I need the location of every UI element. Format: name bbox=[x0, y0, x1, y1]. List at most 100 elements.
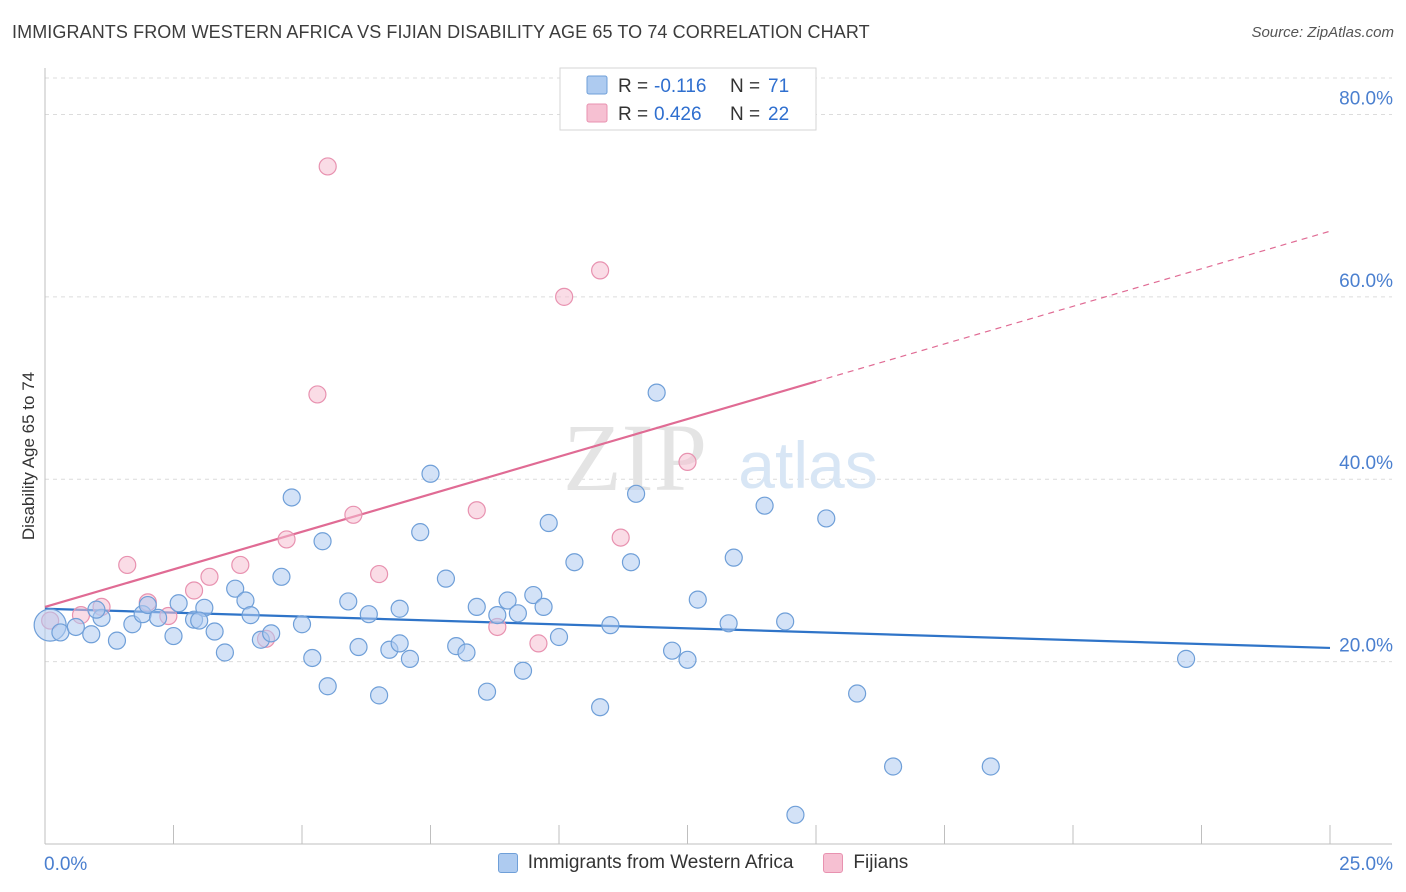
western-africa-point bbox=[390, 599, 409, 618]
western-africa-point bbox=[524, 585, 543, 605]
fijians-point bbox=[467, 501, 486, 520]
western-africa-point bbox=[678, 650, 697, 669]
western-africa-point bbox=[313, 532, 332, 551]
y-tick-label: 40.0% bbox=[1339, 453, 1393, 474]
x-tick-label-max: 25.0% bbox=[1339, 854, 1393, 875]
grid-lines bbox=[45, 77, 1392, 663]
watermark: ZIP atlas bbox=[563, 404, 878, 511]
western-africa-point bbox=[436, 569, 456, 588]
legend-r-label-1: R = bbox=[618, 76, 648, 97]
western-africa-point bbox=[148, 608, 168, 627]
western-africa-point bbox=[66, 617, 85, 637]
fijians-trend-solid bbox=[44, 380, 817, 608]
fijians-point bbox=[529, 634, 548, 653]
y-tick-label: 60.0% bbox=[1339, 271, 1393, 292]
western-africa-point bbox=[359, 605, 378, 624]
western-africa-point bbox=[688, 590, 707, 609]
legend-item-fijians: Fijians bbox=[823, 852, 908, 874]
western-africa-point bbox=[303, 648, 322, 668]
western-africa-point bbox=[534, 597, 553, 617]
western-africa-point bbox=[107, 631, 127, 650]
western-africa-point bbox=[719, 614, 738, 633]
western-africa-point bbox=[421, 464, 440, 483]
fijians-point bbox=[344, 505, 363, 524]
fijians-point bbox=[611, 528, 630, 547]
western-africa-point bbox=[724, 548, 743, 567]
western-africa-point bbox=[776, 612, 795, 631]
western-africa-point bbox=[457, 643, 476, 662]
legend-item-western-africa: Immigrants from Western Africa bbox=[497, 852, 793, 874]
western-africa-point bbox=[467, 597, 486, 617]
western-africa-point bbox=[51, 623, 70, 642]
watermark-atlas: atlas bbox=[738, 428, 877, 502]
chart-title: IMMIGRANTS FROM WESTERN AFRICA VS FIJIAN… bbox=[12, 22, 870, 42]
western-africa-point bbox=[241, 606, 260, 625]
western-africa-point bbox=[318, 677, 337, 696]
western-africa-point bbox=[411, 523, 430, 542]
y-tick-label: 80.0% bbox=[1339, 88, 1393, 109]
western-africa-point bbox=[349, 637, 368, 657]
series-legend: Immigrants from Western Africa Fijians bbox=[0, 852, 1406, 874]
legend-n-value-1: 71 bbox=[768, 76, 789, 97]
legend-label-fijians: Fijians bbox=[853, 852, 909, 873]
western-africa-point bbox=[626, 484, 646, 503]
western-africa-point bbox=[262, 624, 281, 643]
fijians-point bbox=[308, 385, 327, 404]
western-africa-point bbox=[488, 606, 507, 625]
fijians-point bbox=[591, 261, 610, 280]
fijians-point bbox=[200, 567, 219, 586]
western-africa-points bbox=[33, 383, 1196, 824]
correlation-legend: R = -0.116 N = 71 R = 0.426 N = 22 bbox=[559, 67, 817, 131]
legend-r-value-1: -0.116 bbox=[654, 76, 706, 97]
western-africa-point bbox=[169, 594, 188, 613]
x-tick-label-min: 0.0% bbox=[44, 854, 87, 875]
western-africa-point bbox=[817, 509, 836, 528]
fijians-points bbox=[41, 157, 697, 653]
western-africa-point bbox=[370, 686, 389, 705]
western-africa-point bbox=[786, 805, 805, 824]
source-credit: Source: ZipAtlas.com bbox=[1251, 24, 1394, 41]
western-africa-point bbox=[513, 661, 533, 680]
legend-n-label-2: N = bbox=[730, 104, 760, 125]
fijians-point bbox=[555, 287, 574, 306]
western-africa-point bbox=[549, 627, 569, 647]
western-africa-trend-solid bbox=[44, 607, 1331, 650]
legend-r-label-2: R = bbox=[618, 104, 648, 125]
western-africa-point bbox=[282, 488, 301, 507]
western-africa-point bbox=[539, 513, 558, 533]
western-africa-point bbox=[215, 643, 234, 662]
fijians-point bbox=[231, 555, 250, 575]
fijians-point bbox=[184, 581, 204, 600]
western-africa-point bbox=[400, 649, 420, 668]
western-africa-point bbox=[621, 553, 641, 572]
fijians-trend-dashed bbox=[815, 230, 1331, 383]
legend-pink-swatch bbox=[586, 103, 608, 123]
western-africa-point bbox=[498, 591, 517, 610]
western-africa-point bbox=[647, 383, 666, 402]
western-africa-point bbox=[591, 698, 610, 717]
legend-blue-swatch bbox=[586, 75, 608, 95]
fijians-point bbox=[318, 157, 337, 176]
western-africa-point bbox=[87, 600, 106, 619]
western-africa-point bbox=[601, 616, 620, 635]
legend-r-value-2: 0.426 bbox=[654, 104, 702, 125]
western-africa-point bbox=[272, 567, 291, 586]
western-africa-point bbox=[981, 757, 1000, 776]
tick-labels: 20.0% 40.0% 60.0% 80.0% 0.0% 25.0% bbox=[44, 88, 1393, 875]
legend-swatch-western-africa bbox=[497, 853, 518, 873]
western-africa-point bbox=[190, 611, 209, 630]
western-africa-point bbox=[848, 684, 867, 703]
western-africa-point bbox=[565, 553, 584, 572]
y-tick-label: 20.0% bbox=[1339, 636, 1393, 657]
western-africa-point bbox=[477, 682, 497, 701]
western-africa-point bbox=[339, 592, 358, 611]
legend-swatch-fijians bbox=[823, 853, 844, 873]
y-axis-label: Disability Age 65 to 74 bbox=[19, 372, 38, 540]
western-africa-point bbox=[138, 595, 157, 615]
legend-n-value-2: 22 bbox=[768, 104, 789, 125]
western-africa-point bbox=[755, 496, 774, 515]
western-africa-point bbox=[226, 579, 245, 598]
fijians-point bbox=[370, 564, 389, 584]
fijians-point bbox=[277, 530, 296, 549]
